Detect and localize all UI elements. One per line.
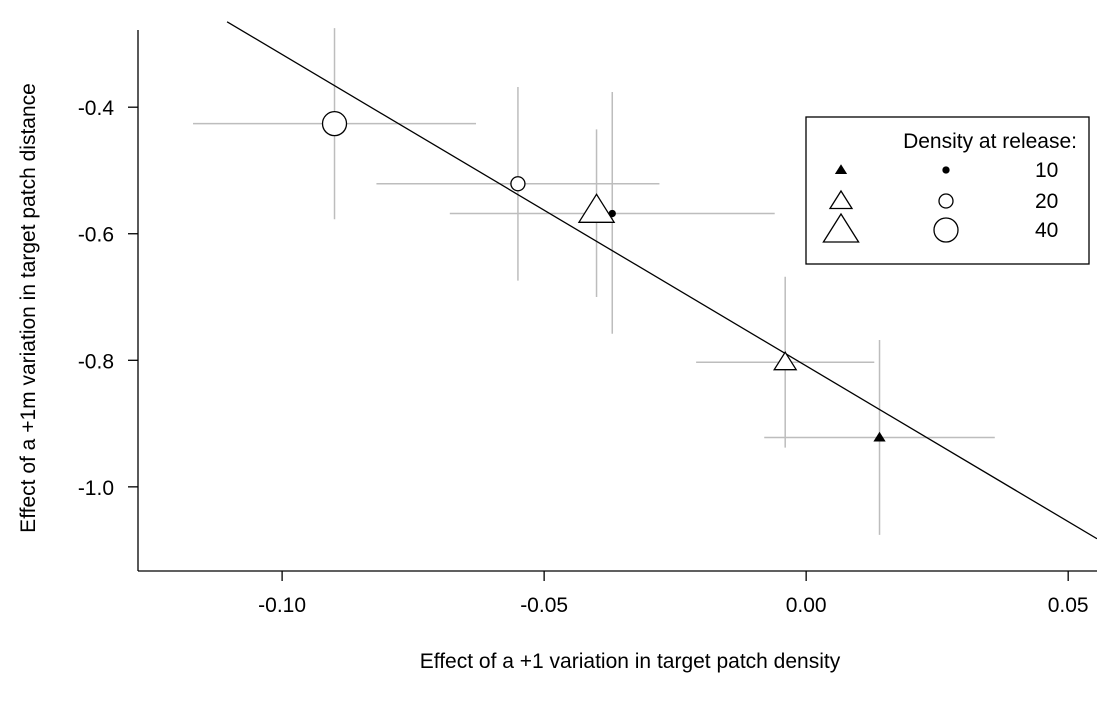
legend-circle-20	[938, 193, 954, 209]
y-tick-label: -1.0	[78, 477, 114, 500]
data-points	[321, 110, 886, 442]
triangle-point-density-20	[773, 350, 798, 371]
legend-triangle-20	[828, 189, 854, 210]
x-axis-title: Effect of a +1 variation in target patch…	[420, 650, 841, 673]
y-axis-title: Effect of a +1m variation in target patc…	[17, 83, 40, 533]
axes: -0.10 -0.05 0.00 0.05 -1.0 -0.8 -0.6 -0.4	[78, 30, 1097, 617]
y-tick-label: -0.6	[78, 224, 114, 247]
x-tick-label: 0.05	[1048, 594, 1089, 617]
triangle-point-density-40	[577, 193, 616, 223]
legend-entry-label: 20	[1035, 190, 1058, 213]
regression-line-group	[226, 21, 1097, 540]
legend: Density at release: 10 20 40	[805, 116, 1090, 265]
triangle-point-density-10	[873, 431, 886, 442]
x-tick-label: 0.00	[786, 594, 827, 617]
legend-circle-40	[933, 217, 959, 243]
legend-triangle-40	[822, 212, 860, 243]
x-tick-label: -0.05	[520, 594, 568, 617]
circle-point-density-40	[321, 110, 348, 137]
legend-entry-label: 40	[1035, 219, 1058, 242]
x-tick-label: -0.10	[258, 594, 306, 617]
circle-point-density-20	[510, 176, 526, 192]
legend-title: Density at release:	[903, 130, 1077, 153]
regression-line	[226, 21, 1097, 540]
legend-triangle-10	[834, 164, 848, 175]
y-tick-label: -0.4	[78, 97, 115, 120]
legend-circle-10	[942, 166, 950, 174]
legend-entry-label: 10	[1035, 159, 1058, 182]
error-bars	[193, 28, 995, 535]
y-tick-label: -0.8	[78, 350, 114, 373]
